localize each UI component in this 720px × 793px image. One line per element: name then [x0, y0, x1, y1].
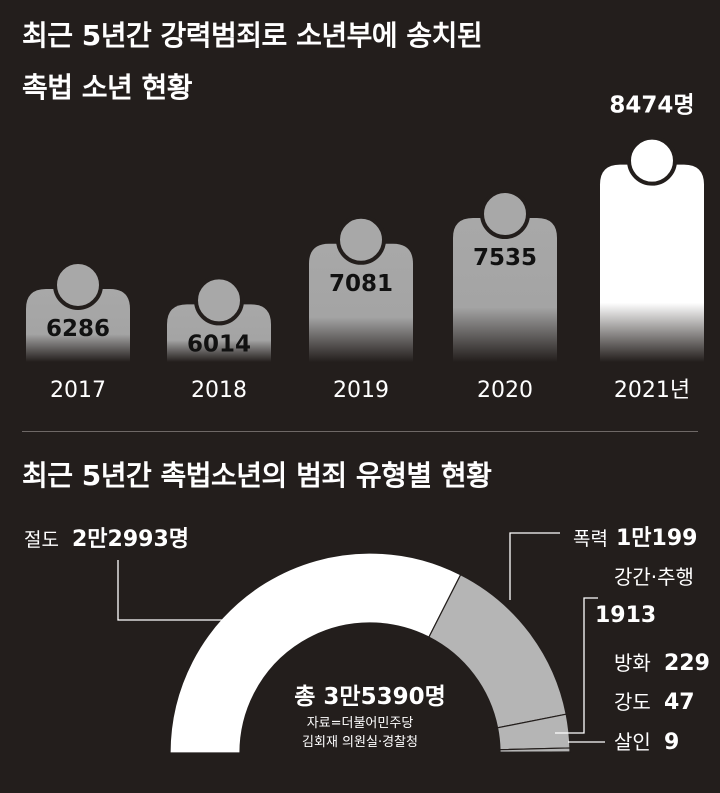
leader-line-2: [555, 597, 598, 734]
bar-body-4: [600, 164, 704, 362]
category-label-3: 2020: [477, 378, 533, 403]
value-label-0: 6286: [46, 316, 110, 342]
slice-value-5: 9: [664, 730, 679, 755]
slice-value-4: 47: [664, 690, 695, 715]
section-divider: [22, 431, 698, 432]
value-label-3: 7535: [473, 245, 537, 271]
chart-title-line-2: 촉법 소년 현황: [22, 71, 193, 104]
category-label-4: 2021년: [614, 378, 690, 403]
bar-head-3: [480, 189, 530, 240]
value-label-1: 6014: [187, 331, 251, 357]
slice-name-2: 강간·추행: [614, 565, 694, 589]
chart-base-mask: [100, 753, 660, 793]
slice-0: [169, 552, 462, 754]
category-label-1: 2018: [191, 378, 247, 403]
bar-body-3: [453, 218, 557, 362]
bar-body-0: [26, 288, 130, 362]
leader-line-1: [509, 532, 560, 600]
source-note: 자료=더불어민주당 김회재 의원실·경찰청: [250, 714, 470, 752]
value-label-2: 7081: [329, 271, 393, 297]
slice-1: [428, 573, 567, 729]
category-label-2: 2019: [333, 378, 389, 403]
category-label-0: 2017: [50, 378, 106, 403]
bar-head-0: [53, 259, 103, 310]
bar-body-1: [167, 304, 271, 362]
slice-name-1: 폭력: [573, 528, 608, 550]
slice-value-0: 2만2993명: [72, 527, 189, 552]
slice-value-3: 229: [664, 651, 710, 676]
bar-head-2: [336, 214, 386, 265]
source-line-1: 자료=더불어민주당: [306, 716, 414, 731]
slice-name-0: 절도: [24, 529, 59, 551]
bar-head-4: [627, 135, 677, 186]
slice-value-1: 1만199: [616, 526, 697, 551]
bar-chart: 6286 2017 6014 2018 7081 2019 7535 2020 8474명 202…: [26, 93, 704, 403]
slice-value-2: 1913: [595, 603, 656, 628]
value-label-4: 8474명: [609, 93, 694, 119]
bar-body-2: [309, 243, 413, 362]
source-line-2: 김회재 의원실·경찰청: [302, 735, 418, 750]
slice-name-5: 살인: [614, 730, 651, 754]
bar-head-1: [194, 275, 244, 326]
slice-name-4: 강도: [614, 690, 651, 714]
slice-name-3: 방화: [614, 651, 651, 675]
section-2-title: 최근 5년간 촉법소년의 범죄 유형별 현황: [22, 459, 492, 492]
chart-title-line-1: 최근 5년간 강력범죄로 소년부에 송치된: [22, 19, 483, 52]
leader-line-0: [117, 560, 230, 621]
total-label: 총 3만5390명: [294, 684, 446, 710]
